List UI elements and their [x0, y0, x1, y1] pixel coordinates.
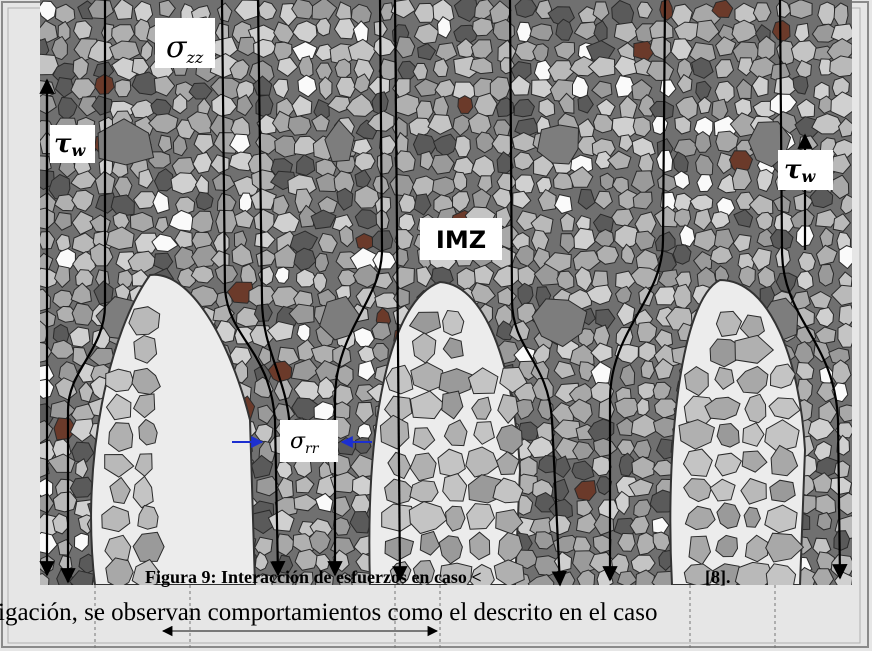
particle — [557, 271, 574, 290]
particle — [790, 0, 813, 19]
particle — [458, 96, 473, 114]
subscript: w — [72, 141, 87, 160]
symbol: σ — [290, 429, 306, 454]
particle — [673, 245, 691, 264]
particle — [834, 3, 848, 26]
particle — [288, 116, 311, 135]
particle — [650, 21, 673, 39]
particle — [395, 94, 420, 116]
page: σzz τw τw IMZ σrr Figura 9: Interacción … — [0, 0, 872, 651]
particle — [674, 209, 690, 226]
particle — [106, 369, 134, 391]
particle — [818, 264, 833, 286]
symbol: τ — [54, 129, 72, 159]
caption: Figura 9: Interacción de esfuerzos en ca… — [145, 567, 482, 587]
particle — [838, 323, 854, 347]
symbol: σ — [166, 30, 188, 65]
symbol: τ — [784, 155, 802, 185]
particle — [535, 532, 554, 549]
subscript: w — [802, 167, 817, 186]
caption-reference: [8]. — [705, 567, 731, 587]
particle — [115, 80, 131, 97]
particle — [834, 531, 850, 551]
body-text: igación, se observan comportamientos com… — [0, 599, 658, 626]
particle — [355, 210, 377, 229]
particle — [216, 210, 238, 233]
particle — [818, 2, 835, 24]
particle — [515, 175, 534, 193]
label-imz: IMZ — [436, 226, 486, 254]
subscript: rr — [305, 441, 320, 457]
particle — [455, 136, 470, 157]
particle — [338, 270, 355, 287]
particle — [453, 172, 467, 191]
subscript: zz — [185, 48, 203, 67]
